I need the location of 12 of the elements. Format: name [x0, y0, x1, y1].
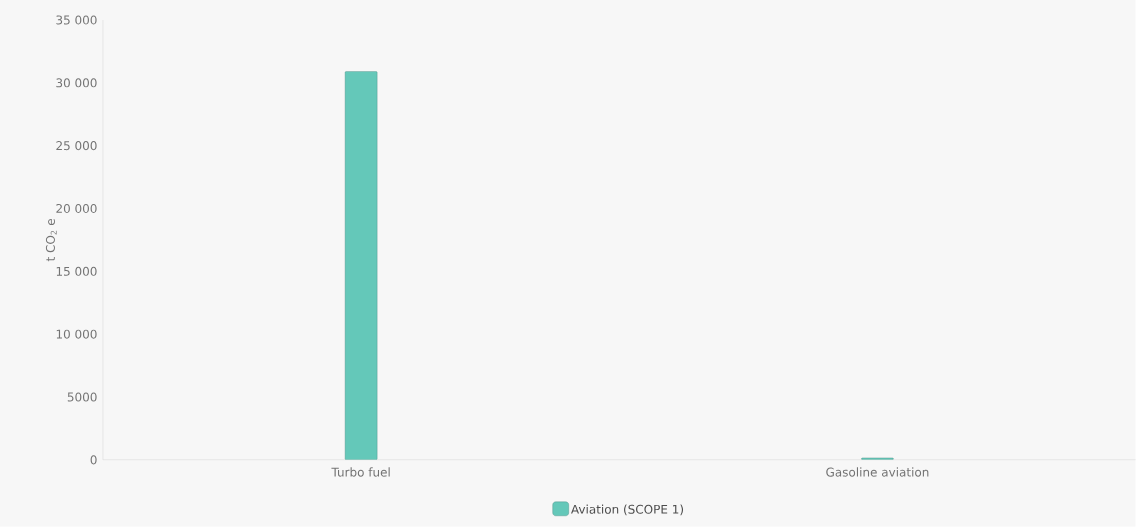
y-tick-label: 5000 [67, 392, 97, 402]
y-axis-title: t CO$_{2}$ e [45, 219, 57, 262]
x-tick-label: Turbo fuel [331, 467, 390, 477]
y-tick-label: 10 000 [56, 329, 97, 339]
y-tick-label: 15 000 [56, 266, 97, 276]
y-tick-label: 30 000 [56, 78, 97, 88]
y-tick-label: 0 [90, 455, 97, 465]
legend-label: Aviation (SCOPE 1) [571, 504, 684, 516]
y-tick-label: 20 000 [56, 204, 97, 214]
y-tick-label: 35 000 [56, 15, 97, 25]
x-tick-label: Gasoline aviation [826, 467, 929, 477]
y-tick-label: 25 000 [56, 141, 97, 151]
